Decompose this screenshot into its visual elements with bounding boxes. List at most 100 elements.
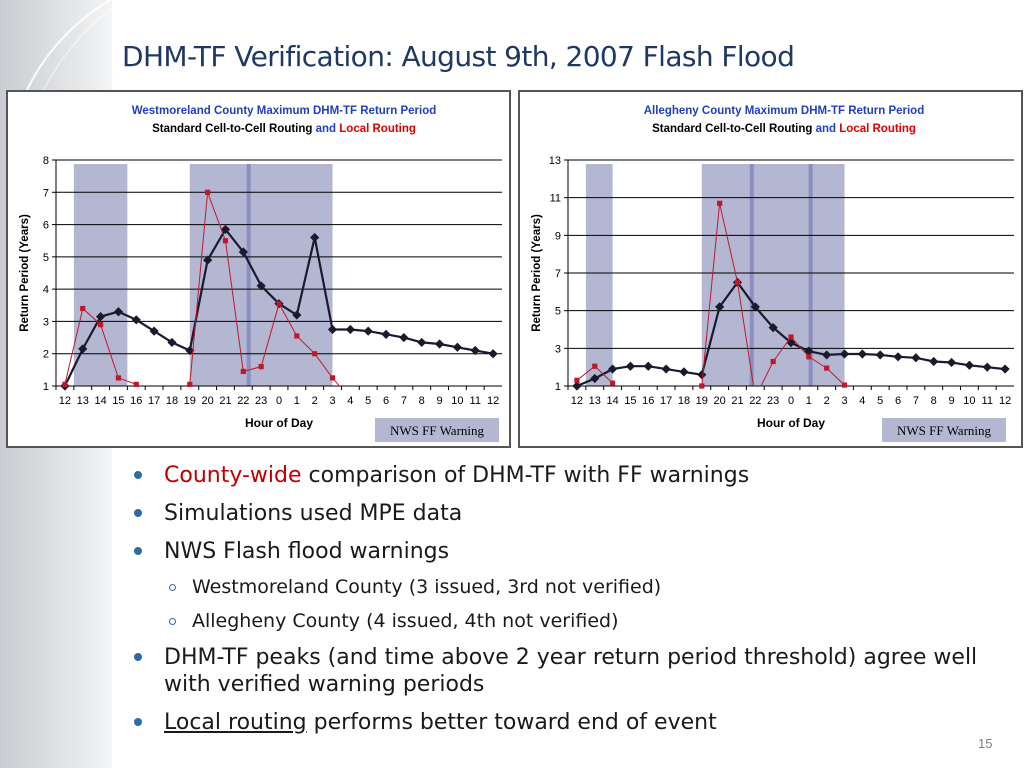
- slide-title: DHM-TF Verification: August 9th, 2007 Fl…: [122, 40, 795, 73]
- data-point-local: [222, 238, 229, 244]
- data-point-standard: [238, 247, 248, 257]
- x-tick-label: 10: [963, 395, 975, 407]
- data-point-standard: [185, 345, 195, 356]
- bullet-underlined: Local routing: [164, 710, 307, 735]
- chart-subtitle: Standard Cell-to-Cell Routing and Local …: [652, 123, 916, 135]
- data-point-local: [841, 382, 848, 388]
- data-point-standard: [292, 310, 302, 320]
- data-point-local: [240, 368, 246, 375]
- bullet-text: Simulations used MPE data: [164, 501, 463, 526]
- warning-period-band: [189, 164, 249, 386]
- data-point-standard: [399, 332, 409, 343]
- bullet-item: DHM-TF peaks (and time above 2 year retu…: [132, 644, 1002, 698]
- data-point-standard: [470, 345, 480, 356]
- x-tick-label: 14: [606, 395, 618, 407]
- x-tick-label: 1: [806, 395, 812, 407]
- x-tick-label: 5: [877, 395, 883, 407]
- data-point-local: [98, 322, 104, 328]
- data-point-local: [824, 365, 830, 371]
- data-point-local: [610, 380, 616, 386]
- bullet-marker-icon: [134, 509, 142, 517]
- bullet-marker-icon: [134, 718, 142, 726]
- x-axis-label: Hour of Day: [245, 416, 313, 430]
- bullet-text: NWS Flash flood warnings: [164, 539, 450, 564]
- y-tick-label: 6: [43, 220, 49, 232]
- x-tick-label: 13: [77, 395, 89, 407]
- bullet-item: Local routing performs better toward end…: [132, 709, 1002, 736]
- x-tick-label: 12: [571, 395, 583, 407]
- x-tick-label: 0: [788, 395, 794, 407]
- data-point-standard: [822, 350, 832, 360]
- data-point-local: [276, 301, 282, 307]
- x-tick-label: 20: [714, 395, 726, 407]
- y-axis-label: Return Period (Years): [19, 214, 31, 332]
- x-tick-label: 0: [276, 395, 282, 407]
- x-tick-label: 19: [184, 395, 196, 407]
- data-point-standard: [488, 349, 498, 359]
- x-tick-label: 10: [451, 395, 463, 407]
- data-point-standard: [572, 381, 582, 391]
- x-tick-label: 21: [731, 395, 743, 407]
- data-point-standard: [310, 232, 320, 243]
- chart-subtitle: Standard Cell-to-Cell Routing and Local …: [152, 123, 416, 135]
- chart-subtitle-part: Local Routing: [839, 123, 916, 135]
- data-point-local: [258, 364, 264, 370]
- x-tick-label: 19: [696, 395, 708, 407]
- x-tick-label: 4: [859, 395, 865, 407]
- x-tick-label: 3: [329, 395, 335, 407]
- warning-period-band: [701, 164, 752, 386]
- data-point-standard: [679, 367, 689, 377]
- westmoreland-chart: 1 2 3 4 5 6 7 8 12 13 14 15 16 17 18 19 20 21 22 23 0 1 2 3 4 5 6 7…: [6, 90, 511, 448]
- chart-subtitle-part: and: [312, 123, 339, 135]
- data-point-standard: [381, 329, 391, 339]
- data-point-local: [770, 358, 776, 365]
- data-point-local: [717, 200, 723, 206]
- x-tick-label: 13: [589, 395, 601, 407]
- annotation-text: NWS FF Warning: [897, 423, 992, 438]
- data-point-local: [699, 383, 705, 389]
- x-tick-label: 15: [112, 395, 124, 407]
- x-tick-label: 11: [470, 395, 481, 407]
- y-tick-label: 1: [43, 381, 49, 393]
- y-tick-label: 8: [43, 155, 49, 167]
- x-tick-label: 8: [419, 395, 425, 407]
- annotation-box: [375, 418, 499, 442]
- x-tick-label: 1: [294, 395, 300, 407]
- sub-bullet-item: Westmoreland County (3 issued, 3rd not v…: [132, 576, 1002, 599]
- data-point-local: [294, 333, 300, 339]
- x-tick-label: 9: [436, 395, 442, 407]
- bullet-item: NWS Flash flood warnings: [132, 538, 1002, 565]
- x-tick-label: 2: [824, 395, 830, 407]
- x-tick-label: 23: [255, 395, 267, 407]
- y-tick-label: 11: [550, 193, 561, 205]
- warning-period-band: [248, 164, 333, 386]
- x-tick-label: 8: [931, 395, 937, 407]
- warning-divider: [749, 164, 754, 386]
- data-point-local: [574, 377, 580, 383]
- data-point-local: [187, 381, 193, 387]
- bullet-text: performs better toward end of event: [306, 710, 717, 735]
- x-tick-label: 16: [130, 395, 142, 407]
- chart-subtitle-part: Standard Cell-to-Cell Routing: [652, 123, 812, 135]
- data-point-local: [205, 189, 211, 195]
- x-tick-label: 21: [219, 395, 231, 407]
- x-tick-label: 12: [487, 395, 499, 407]
- x-tick-label: 3: [841, 395, 847, 407]
- x-tick-label: 12: [999, 395, 1011, 407]
- x-tick-label: 9: [948, 395, 954, 407]
- x-tick-label: 17: [660, 395, 672, 407]
- x-tick-label: 17: [148, 395, 160, 407]
- data-point-local: [62, 381, 68, 387]
- x-tick-label: 6: [895, 395, 901, 407]
- data-point-local: [80, 305, 86, 312]
- warning-divider: [246, 164, 251, 386]
- y-axis-label: Return Period (Years): [531, 214, 543, 332]
- sub-bullet-marker-icon: [169, 584, 176, 591]
- data-point-local: [592, 363, 598, 369]
- data-point-standard: [590, 373, 600, 384]
- data-point-local: [312, 351, 318, 357]
- y-tick-label: 13: [549, 155, 561, 167]
- data-point-standard: [363, 326, 373, 336]
- y-tick-label: 9: [555, 230, 561, 242]
